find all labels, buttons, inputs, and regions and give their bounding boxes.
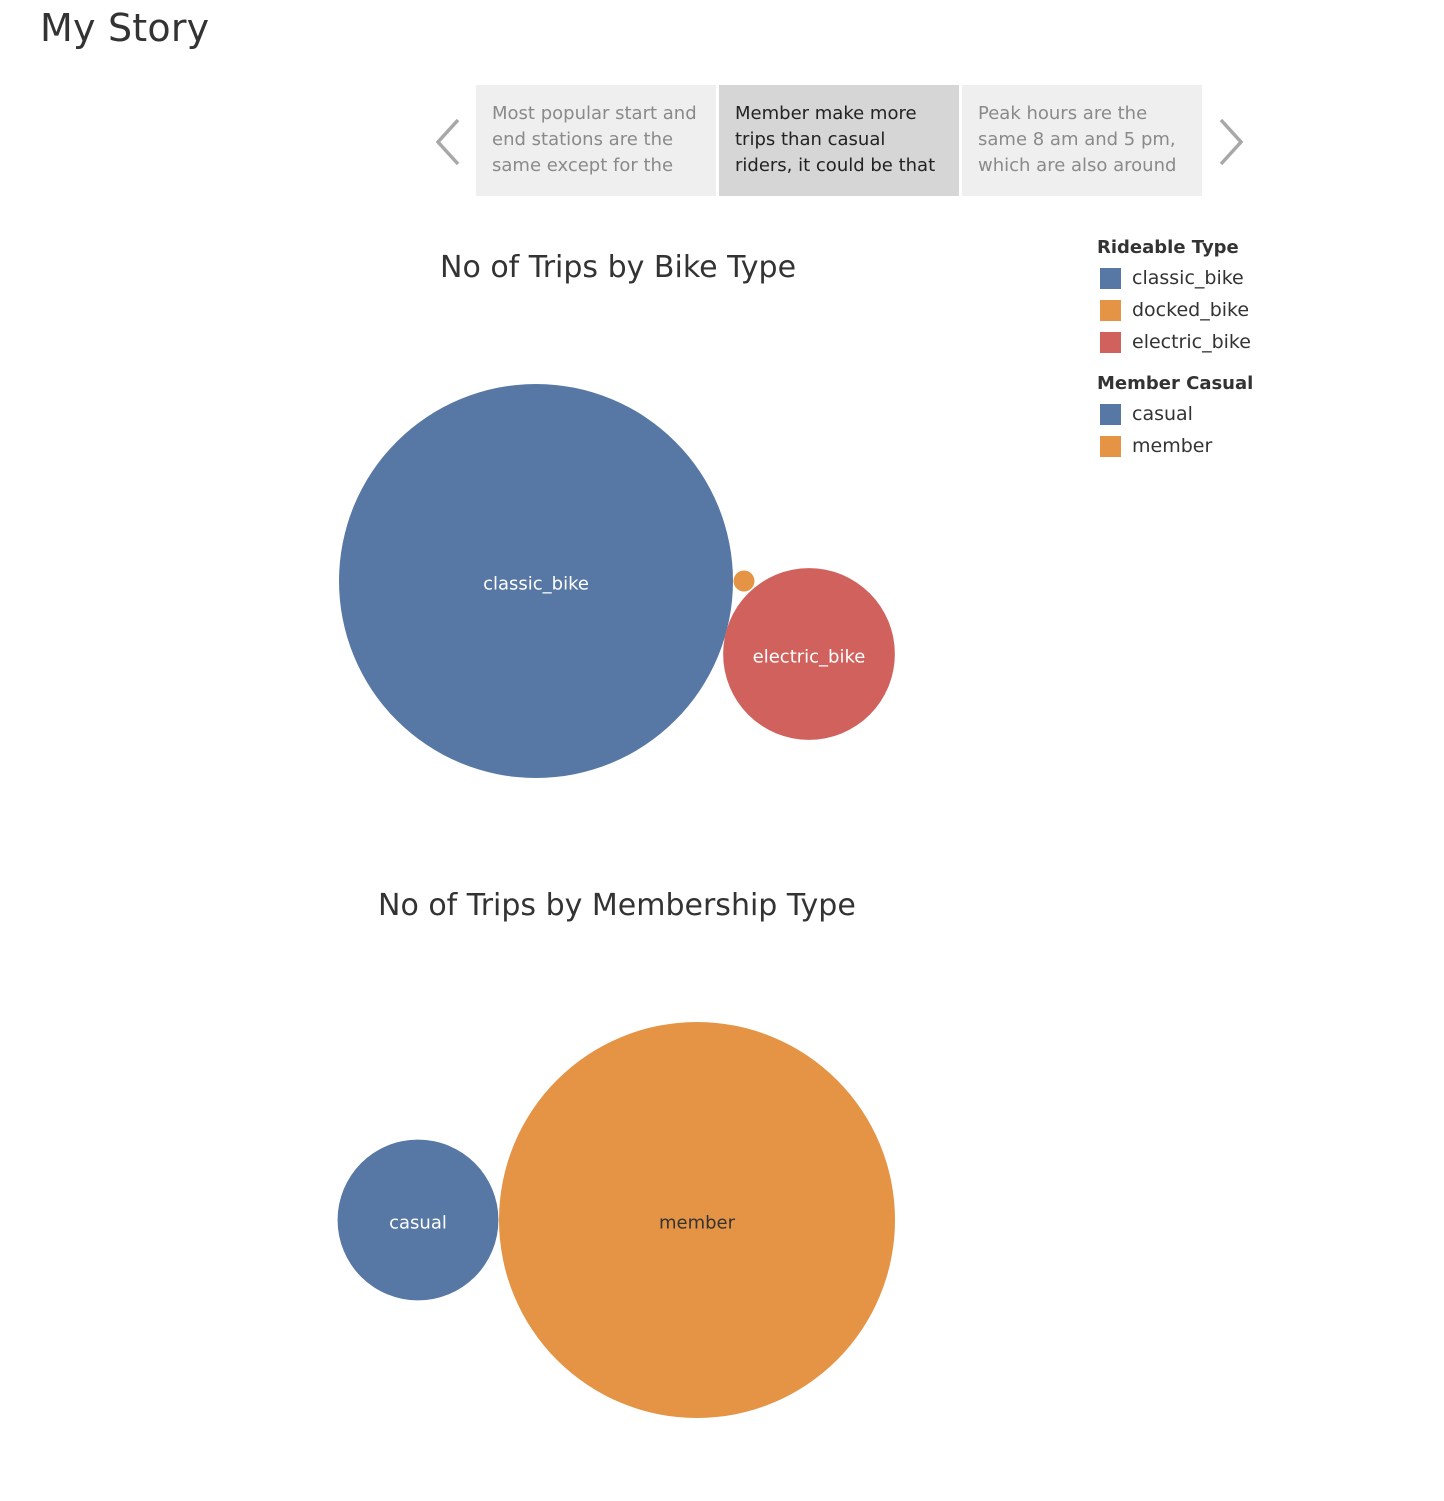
story-point-text: Member make more trips than casual rider…: [735, 103, 936, 176]
chart-title-membership-type: No of Trips by Membership Type: [378, 888, 856, 923]
legend-item-member[interactable]: member: [1097, 430, 1417, 462]
legend-item-docked-bike[interactable]: docked_bike: [1097, 294, 1417, 326]
legend-title-member-casual: Member Casual: [1097, 373, 1254, 394]
bubble-label-classic-bike: classic_bike: [483, 574, 589, 595]
bubble-label-member: member: [659, 1213, 736, 1234]
bubble-casual[interactable]: [337, 1139, 499, 1301]
legend-swatch: [1100, 435, 1121, 457]
legend-item-casual[interactable]: casual: [1097, 398, 1417, 430]
bubble-electric-bike[interactable]: [723, 568, 895, 740]
bubble-member[interactable]: [499, 1022, 895, 1418]
legend-swatch: [1100, 299, 1121, 321]
legend-label: electric_bike: [1132, 331, 1251, 353]
story-point-3[interactable]: Peak hours are the same 8 am and 5 pm, w…: [962, 85, 1202, 196]
legend-swatch: [1100, 403, 1121, 425]
legend-swatch: [1100, 267, 1121, 289]
legend: Rideable Type classic_bike docked_bike e…: [1097, 234, 1417, 462]
story-point-text: Peak hours are the same 8 am and 5 pm, w…: [978, 103, 1177, 176]
story-point-1[interactable]: Most popular start and end stations are …: [476, 85, 716, 196]
story-title: My Story: [40, 6, 210, 50]
chevron-right-icon[interactable]: [1213, 114, 1249, 170]
story-point-text: Most popular start and end stations are …: [492, 103, 697, 176]
legend-label: member: [1132, 435, 1213, 457]
bubble-label-casual: casual: [389, 1213, 447, 1234]
legend-item-classic-bike[interactable]: classic_bike: [1097, 262, 1417, 294]
legend-label: docked_bike: [1132, 299, 1250, 321]
legend-item-electric-bike[interactable]: electric_bike: [1097, 326, 1417, 358]
legend-label: classic_bike: [1132, 267, 1244, 289]
legend-swatch: [1100, 331, 1121, 353]
bubble-label-electric-bike: electric_bike: [753, 647, 866, 668]
bubble-classic-bike[interactable]: [339, 384, 733, 778]
bubble-docked-bike[interactable]: [733, 570, 755, 592]
legend-title-rideable-type: Rideable Type: [1097, 237, 1239, 258]
story-point-2[interactable]: Member make more trips than casual rider…: [719, 85, 959, 196]
chart-title-bike-type: No of Trips by Bike Type: [440, 250, 797, 285]
legend-label: casual: [1132, 403, 1193, 425]
chevron-left-icon[interactable]: [430, 114, 466, 170]
